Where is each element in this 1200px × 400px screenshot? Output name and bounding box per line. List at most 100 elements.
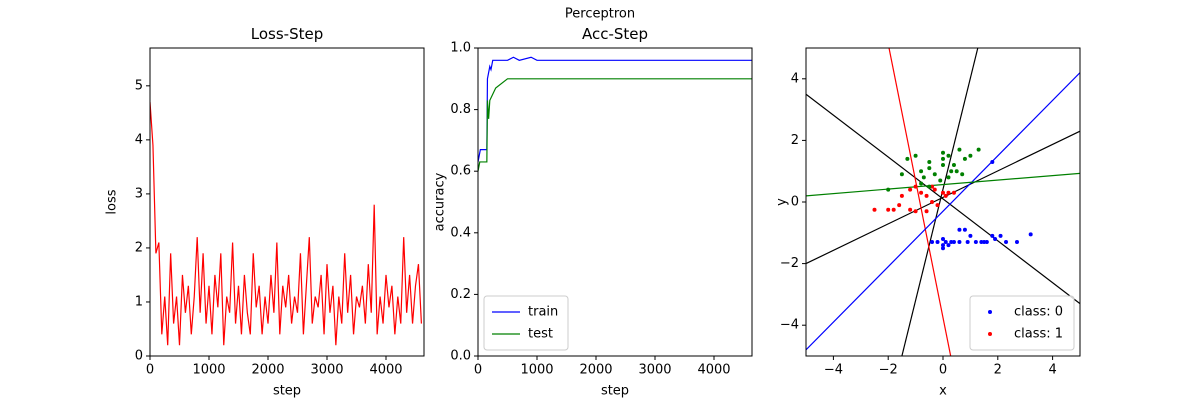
scatter-point [919,181,924,186]
scatter-point [946,190,951,195]
scatter-point [968,153,973,158]
y-tick-label: 4 [135,132,143,147]
x-tick-label: 2 [994,363,1002,378]
scatter-point [946,175,951,180]
boundary-line [806,93,1080,305]
x-tick-label: 0 [474,363,482,378]
scatter-point [908,207,913,212]
x-tick-label: 3000 [310,363,343,378]
scatter-point [1028,232,1033,237]
legend-box [969,295,1075,351]
boundary-line [806,172,1080,197]
series-line [478,78,752,172]
y-tick-label: 0.6 [450,164,471,179]
scatter-point [951,163,956,168]
boundary-line [901,48,979,356]
scatter-point [927,159,932,164]
y-axis-label: y [775,198,790,206]
y-tick-label: 0.0 [450,349,471,364]
scatter-point [913,184,918,189]
x-tick-label: 0 [939,363,947,378]
x-axis-label: step [273,384,301,399]
x-tick-label: 1000 [520,363,553,378]
scatter-point [962,156,967,161]
y-tick-label: 0 [135,349,143,364]
scatter-point [930,240,935,245]
plot-area [478,56,752,172]
scatter-point [951,240,956,245]
legend-box [483,295,569,351]
plot-area [806,48,1080,356]
scatter-point [941,190,945,195]
scatter-point [1014,240,1019,245]
scatter-point [954,169,959,174]
y-tick-label: 1 [135,294,143,309]
figure-title: Perceptron [565,7,635,22]
legend-label: class: 1 [1014,327,1063,342]
plot-area [150,101,423,346]
scatter-point [886,207,891,212]
boundary-line [806,72,1080,351]
scatter-point [979,240,984,245]
scatter-point [943,193,948,198]
scatter-point [941,156,945,161]
legend-marker [988,310,992,314]
x-axis-label: x [939,384,947,399]
scatter-point [924,209,929,214]
x-tick-label: −4 [824,363,843,378]
scatter-point [982,240,987,245]
scatter-point [927,184,932,189]
axes-frame [477,47,753,357]
y-tick-label: 0.2 [450,287,471,302]
scatter-point [965,240,970,245]
x-tick-label: −2 [879,363,898,378]
axes-title: Acc-Step [582,25,648,43]
scatter-point [935,203,940,208]
scatter-point [913,153,918,158]
y-tick-label: 5 [135,78,143,93]
scatter-point [919,169,924,174]
scatter-point [897,203,902,208]
scatter-point [973,240,978,245]
scatter-point [968,233,973,238]
scatter-point [993,236,998,241]
x-tick-label: 2000 [251,363,284,378]
axes-frame [149,47,425,357]
scatter-point [935,240,940,245]
scatter-point [938,178,943,183]
boundary-line [888,48,952,356]
scatter-point [908,187,913,192]
legend-label: train [528,305,558,320]
y-tick-label: −4 [780,318,799,333]
scatter-point [905,156,910,161]
y-tick-label: 0.4 [450,225,471,240]
scatter-point [921,175,926,180]
y-axis-label: loss [105,189,120,214]
scatter-point [957,227,962,232]
scatter-point [927,166,932,171]
y-tick-label: 3 [135,186,143,201]
y-tick-label: 2 [791,133,799,148]
y-axis-label: accuracy [433,172,448,231]
scatter-point [872,207,877,212]
scatter-point [990,159,995,164]
scatter-point [941,236,945,241]
scatter-point [886,187,891,192]
scatter-point [899,172,904,177]
axes-frame [805,47,1081,357]
legend-label: test [528,327,553,342]
scatter-point [941,243,945,248]
axes-title: Loss-Step [251,25,323,43]
scatter-point [957,147,962,152]
scatter-point [919,190,924,195]
x-tick-label: 4000 [369,363,402,378]
scatter-point [930,184,935,189]
x-tick-label: 1000 [192,363,225,378]
scatter-point [946,153,951,158]
scatter-point [913,209,918,214]
x-tick-label: 4000 [697,363,730,378]
scatter-point [984,240,989,245]
scatter-point [960,172,965,177]
scatter-point [957,240,962,245]
